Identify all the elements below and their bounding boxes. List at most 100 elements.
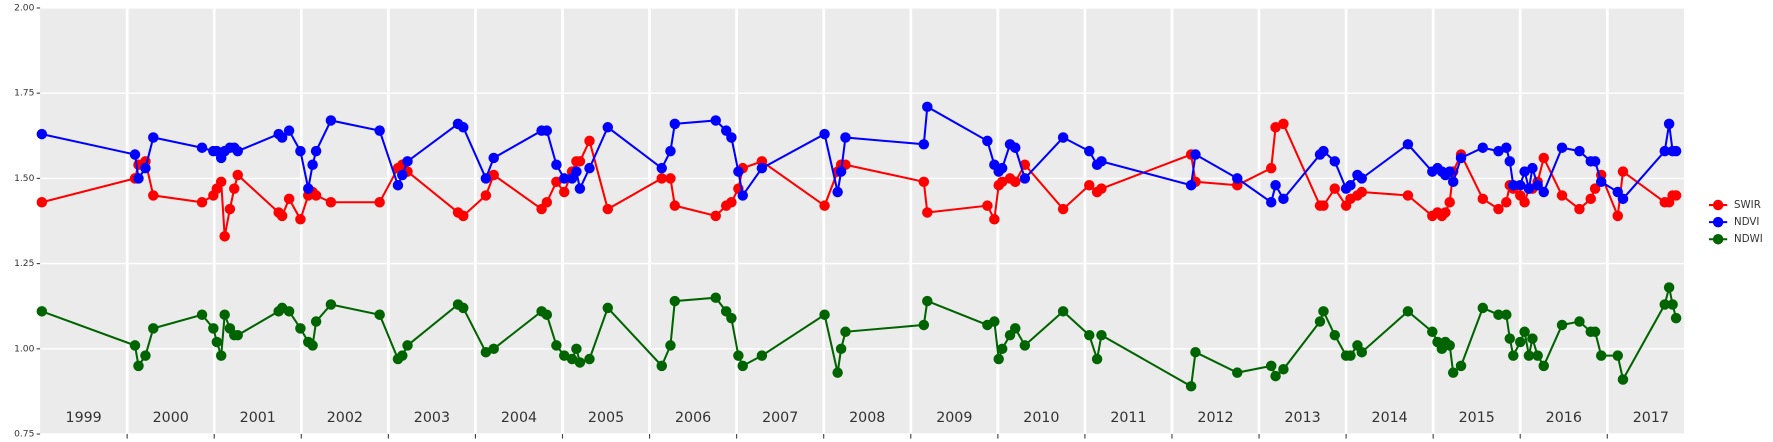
point [1091,353,1103,365]
point [480,173,492,184]
point [1318,306,1329,317]
year-label: 2007 [762,410,798,426]
point [1519,197,1530,208]
point [574,357,586,368]
point [584,353,595,365]
point [232,145,243,157]
point [215,350,227,361]
point [819,200,830,211]
point [283,125,295,136]
point [1504,156,1516,167]
panel [40,7,1684,435]
year-label: 2000 [153,410,189,426]
point [1538,152,1549,164]
point [295,214,306,225]
point [819,128,830,140]
year-label: 2015 [1459,410,1495,426]
point [665,145,676,157]
point [558,186,570,198]
point [726,197,737,208]
point [1265,162,1277,174]
point [325,115,337,126]
point [574,183,586,194]
point [989,316,1000,327]
point [232,169,243,181]
point [1356,186,1368,198]
year-label: 2013 [1284,410,1320,426]
point [140,162,151,174]
point [918,176,930,188]
point [1556,142,1568,153]
point [1493,309,1504,320]
point [1538,186,1549,198]
point [1455,152,1467,164]
point [36,197,48,208]
point [922,101,933,113]
point [558,173,570,184]
legend-marker [1712,199,1724,211]
point [1617,374,1629,385]
point [1232,173,1243,184]
point [665,340,676,351]
point [1329,183,1341,194]
point [1329,156,1341,167]
point [1589,326,1601,338]
point [1589,183,1601,194]
point [835,343,847,355]
y-tick-label: 1.00 [14,344,34,354]
point [1444,166,1455,177]
legend-marker [1712,233,1724,245]
point [196,197,208,208]
point [148,132,159,143]
point [922,295,933,307]
point [1612,210,1623,222]
point [1345,179,1356,191]
year-label: 2005 [588,410,624,426]
point [551,159,562,171]
point [211,336,223,348]
point [602,302,614,314]
year-label: 2004 [501,410,537,426]
point [457,122,469,133]
point [310,316,322,327]
point [374,197,385,208]
point [1617,193,1629,205]
point [1402,306,1414,317]
year-label: 1999 [66,410,102,426]
point [1477,193,1489,205]
point [1265,360,1277,372]
point [1278,118,1289,130]
point [1057,132,1069,143]
point [129,340,141,351]
point [1402,190,1414,201]
point [1519,326,1530,338]
point [480,346,492,358]
point [1574,145,1585,157]
point [819,309,830,320]
point [669,118,681,130]
point [1356,346,1368,358]
point [1185,381,1197,392]
point [1084,145,1095,157]
point [397,169,408,181]
point [307,159,318,171]
point [1270,122,1281,133]
point [566,353,578,365]
point [1617,166,1629,177]
point [488,343,499,355]
point [1010,142,1021,153]
point [1493,145,1504,157]
point [1084,179,1095,191]
point [196,309,208,320]
point [602,203,614,215]
point [392,179,404,191]
point [832,367,843,378]
point [1190,346,1201,358]
point [148,190,159,201]
point [1270,370,1281,382]
point [982,135,993,147]
point [1444,197,1455,208]
point [310,190,322,201]
point [1670,145,1682,157]
point [457,210,469,222]
